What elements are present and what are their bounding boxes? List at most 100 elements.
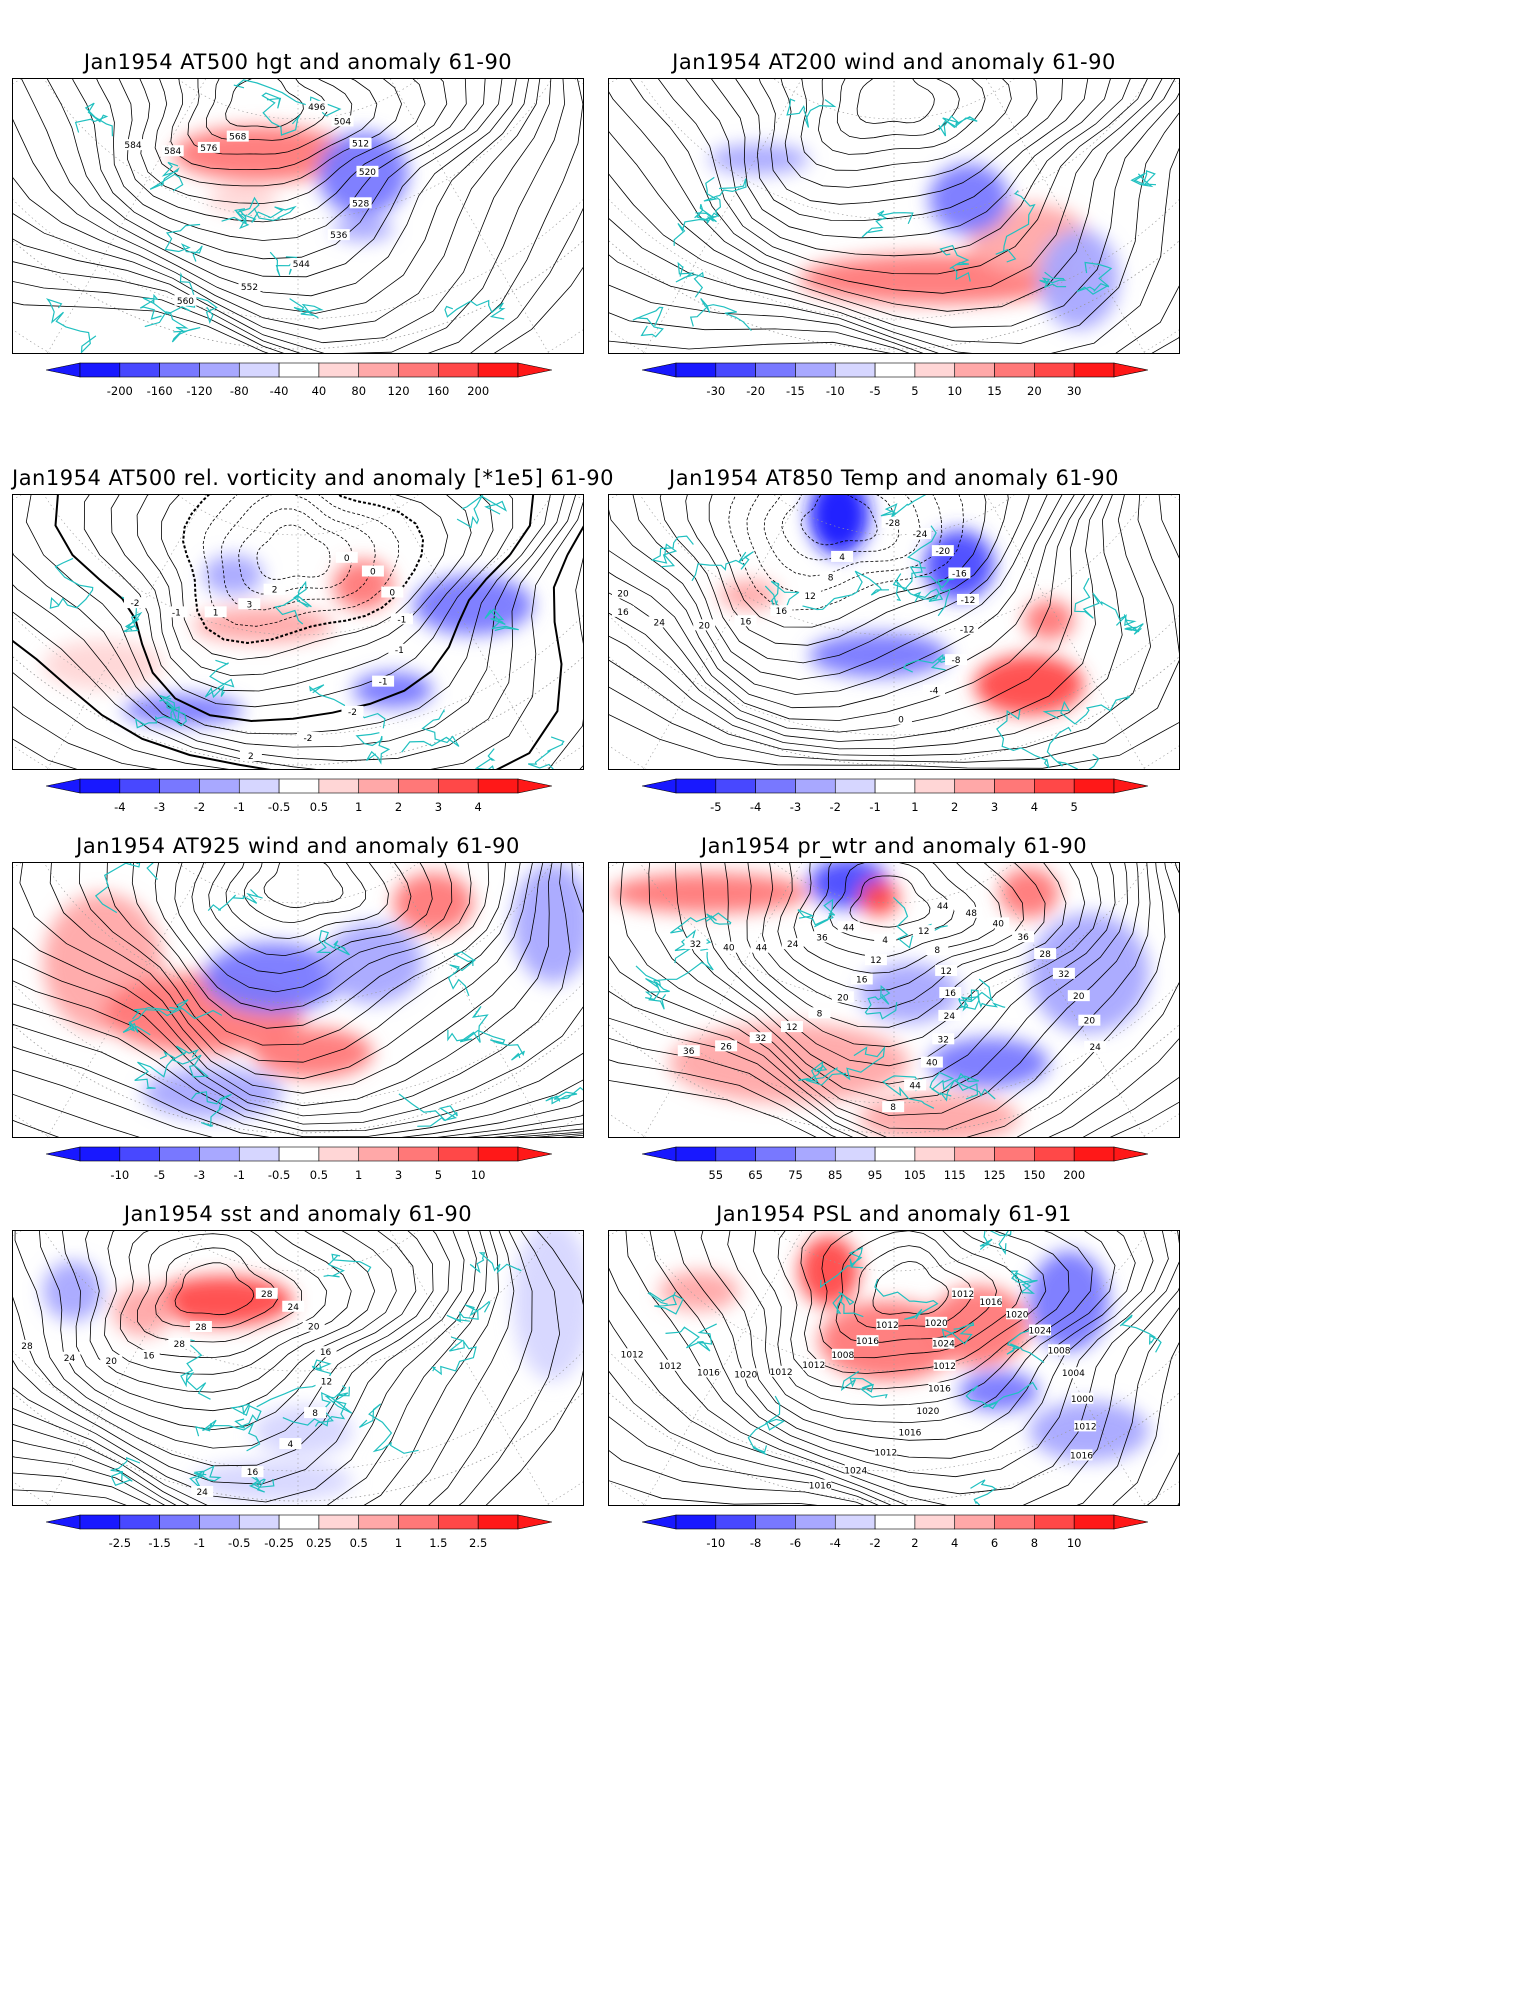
colorbar-segment <box>119 1514 160 1530</box>
colorbar-segment <box>79 1514 121 1530</box>
contour-label: 16 <box>856 975 868 985</box>
panel-sst: Jan1954 sst and anomaly 61-90 28 24 20 16 12… <box>12 1202 584 1550</box>
colorbar-tick-label: 4 <box>951 1536 959 1550</box>
contour-label-bg <box>956 623 979 635</box>
colorbar-tick-label: 1 <box>355 1168 363 1182</box>
colorbar-segment <box>1034 362 1075 378</box>
colorbar-tick-label: -40 <box>269 384 289 398</box>
contour-label-bg <box>837 921 860 933</box>
contour-label: 8 <box>312 1409 318 1419</box>
colorbar-tick-label: -120 <box>186 384 213 398</box>
colorbar-segment <box>238 362 280 378</box>
coastlines <box>45 79 506 353</box>
colorbar-tick-label: -4 <box>114 800 126 814</box>
coastlines <box>650 495 1144 769</box>
anomaly-shading <box>709 144 1119 329</box>
coastlines <box>647 1231 1162 1505</box>
contour-label: 528 <box>352 199 369 209</box>
colorbar-tick-label: -6 <box>789 1536 802 1550</box>
contour-label: 1020 <box>925 1319 948 1329</box>
map-svg: -28 -24 -20 -16 -12 -12 -8 -4 0 4 8 12 16 16 20 24 16 20 <box>609 495 1179 769</box>
colorbar-tick-label: 3 <box>434 800 443 814</box>
contour-label-bg <box>296 731 319 743</box>
colorbar-segment <box>755 1146 796 1162</box>
contour-label-bg <box>302 1320 325 1332</box>
colorbar-tick-label: 5 <box>911 384 919 398</box>
contour-label: 536 <box>330 231 347 241</box>
colorbar-tick-label: -3 <box>789 800 802 814</box>
contour-label-bg <box>956 593 979 605</box>
map-frame: 496 504 512 520 528 536 544 552 560 568 576 584 584 <box>12 78 584 354</box>
contour-label: 24 <box>196 1488 208 1498</box>
contour-label-bg <box>923 684 946 696</box>
contour-label: -8 <box>952 656 961 666</box>
contour-label-bg <box>850 973 873 985</box>
colorbar-segment <box>795 778 836 794</box>
contour-label: 8 <box>890 1103 896 1113</box>
contour-label-bg <box>263 583 286 595</box>
contour-label-bg <box>951 1287 974 1299</box>
contour-label-bg <box>1052 967 1075 979</box>
contour-label: 544 <box>293 260 310 270</box>
contour-label: 8 <box>817 1009 823 1019</box>
contour-label: 1012 <box>621 1350 644 1360</box>
map-frame: 0 0 0 -1 -1 -1 -2 -2 2 2 3 1 -1 -2 <box>12 494 584 770</box>
colorbar-tick-label: -10 <box>825 384 845 398</box>
contour-label: 1016 <box>979 1298 1002 1308</box>
contour-label-bg <box>255 1287 278 1299</box>
colorbar-segment <box>398 362 439 378</box>
contour-label-bg <box>238 281 261 293</box>
colorbar-tick-label: -1 <box>233 1168 245 1182</box>
colorbar-segment <box>954 1146 995 1162</box>
contour-label-bg <box>1034 948 1057 960</box>
contour-label: -20 <box>935 547 950 557</box>
contour-label: 1 <box>213 608 219 618</box>
map-svg: 0 0 0 -1 -1 -1 -2 -2 2 2 3 1 -1 -2 <box>13 495 583 769</box>
colorbar-segment <box>159 1514 200 1530</box>
contour-label: 3 <box>246 600 252 610</box>
map-frame: 1012 1016 1020 1024 1008 1004 1000 1012 1016 1020… <box>608 1230 1180 1506</box>
panel-at500-hgt: Jan1954 AT500 hgt and anomaly 61-90 496 5… <box>12 50 584 470</box>
panel-title: Jan1954 PSL and anomaly 61-91 <box>716 1202 1072 1226</box>
contour-lines <box>13 495 583 769</box>
contour-label-bg <box>279 1438 302 1450</box>
colorbar-segment <box>477 362 519 378</box>
colorbar-segment <box>715 778 756 794</box>
contour-label-bg <box>123 597 146 609</box>
colorbar-tick-label: 1 <box>911 800 919 814</box>
colorbar-segment <box>318 1514 360 1530</box>
contour-label-bg <box>802 1359 825 1371</box>
domain-edge <box>609 240 1179 350</box>
colorbar-svg <box>46 1146 552 1162</box>
colorbar-tick-label: 105 <box>903 1168 926 1182</box>
contour-label: 1012 <box>1074 1422 1097 1432</box>
contour-label: 1020 <box>734 1370 757 1380</box>
contour-label: 2 <box>248 752 254 762</box>
contour-label: -2 <box>130 599 139 609</box>
colorbar-segment <box>1073 778 1115 794</box>
colorbar-high-arrow <box>1113 362 1148 378</box>
colorbar-tick-label: -20 <box>746 384 766 398</box>
contour-label: 32 <box>938 1035 949 1045</box>
contour-label-bg <box>874 1446 897 1458</box>
colorbar-segment <box>477 1146 519 1162</box>
colorbar-tick-label: -1 <box>233 800 245 814</box>
map-svg: 28 24 20 16 12 8 4 16 24 28 28 16 20 24 28 <box>13 1231 583 1505</box>
colorbar-tick-label: -8 <box>749 1536 762 1550</box>
contour-label-bg <box>100 1354 123 1366</box>
colorbar-segment <box>795 362 836 378</box>
contour-label-bg <box>349 197 372 209</box>
colorbar-tick-label: 200 <box>1063 1168 1086 1182</box>
colorbar-segment <box>715 362 756 378</box>
contour-label: 584 <box>164 147 181 157</box>
colorbar-tick-label: 5 <box>434 1168 443 1182</box>
colorbar-segment <box>1073 1146 1115 1162</box>
colorbar-tick-label: -2.5 <box>108 1536 132 1550</box>
contour-label: -1 <box>397 615 406 625</box>
map-svg: 1012101610201024100810041000101210161020… <box>609 1231 1179 1505</box>
contour-label-bg <box>916 1404 939 1416</box>
contour-label-bg <box>1070 1449 1093 1461</box>
colorbar-segment <box>119 1146 160 1162</box>
contour-label: 1008 <box>831 1351 854 1361</box>
colorbar-segment <box>278 362 320 378</box>
